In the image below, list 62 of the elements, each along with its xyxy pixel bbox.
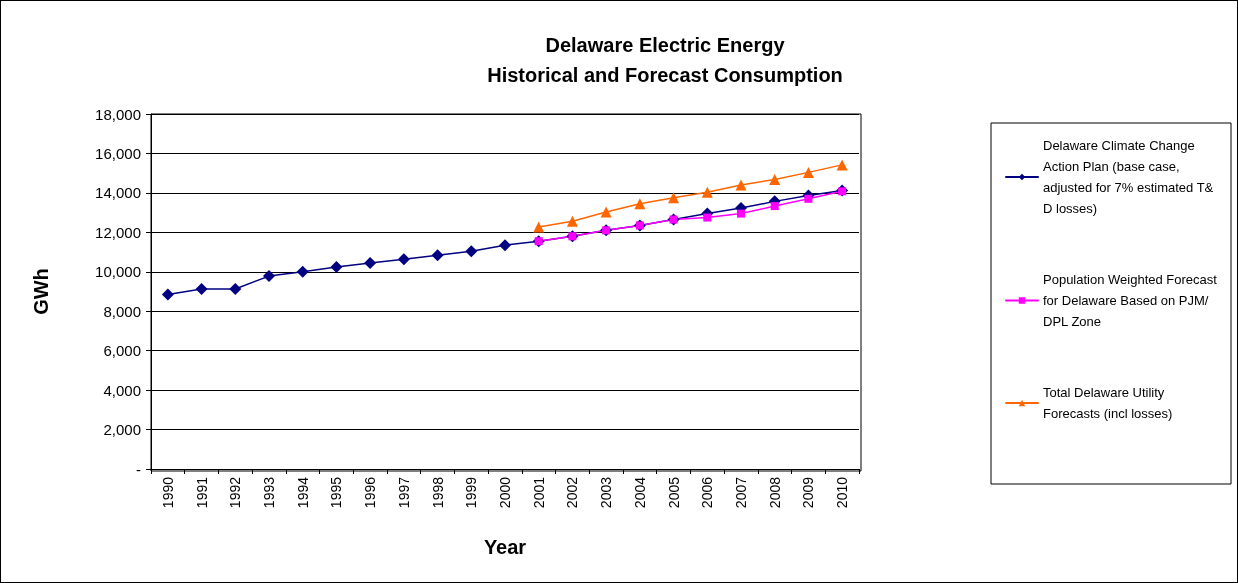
x-tick-label: 2000 bbox=[497, 476, 513, 509]
point bbox=[703, 213, 712, 222]
x-tick-label: 2003 bbox=[598, 476, 615, 509]
point bbox=[465, 245, 478, 258]
point bbox=[431, 249, 444, 262]
x-tick-label: 2008 bbox=[766, 476, 783, 509]
x-tick-label: 2007 bbox=[733, 476, 749, 509]
x-tick-label: 1999 bbox=[463, 476, 480, 509]
point bbox=[634, 198, 646, 210]
x-tick-label: 1990 bbox=[159, 476, 176, 509]
x-tick-label: 1998 bbox=[429, 476, 446, 509]
point bbox=[737, 209, 745, 218]
y-tick-label: - bbox=[136, 460, 141, 478]
x-axis-title: Year bbox=[483, 536, 527, 558]
x-tick-label: 1994 bbox=[294, 476, 311, 509]
point bbox=[769, 173, 781, 185]
y-tick-label: 16,000 bbox=[95, 144, 141, 162]
x-tick-label: 1995 bbox=[328, 476, 345, 509]
point bbox=[499, 239, 511, 252]
x-tick-label: 2005 bbox=[665, 476, 682, 509]
point bbox=[668, 192, 680, 204]
y-tick-label: 14,000 bbox=[95, 184, 141, 202]
chart-title: Delaware Electric Energy Historical and Forecast Consumption bbox=[487, 34, 843, 86]
point bbox=[836, 159, 848, 171]
x-tick-label: 1992 bbox=[227, 476, 244, 509]
y-tick-label: 18,000 bbox=[95, 105, 141, 123]
x-tick-label: 1997 bbox=[395, 476, 412, 509]
x-tick-label: 2009 bbox=[800, 476, 817, 509]
x-tick-label: 1993 bbox=[261, 476, 277, 509]
point bbox=[735, 179, 747, 191]
point bbox=[600, 206, 612, 218]
y-tick-label: 12,000 bbox=[95, 223, 141, 241]
point bbox=[802, 166, 814, 178]
point bbox=[397, 253, 410, 266]
x-tick-label: 2001 bbox=[530, 476, 547, 509]
y-tick-label: 8,000 bbox=[103, 302, 141, 320]
legend-label: Delaware Climate Change Action Plan (base case, adjusted for 7% estimated T&D losses) bbox=[1043, 138, 1214, 216]
legend-label: Total Delaware Utility Forecasts (incl losses) bbox=[1043, 385, 1173, 421]
point bbox=[229, 282, 242, 295]
y-tick-label: 6,000 bbox=[103, 342, 141, 360]
point bbox=[364, 257, 377, 270]
y-tick-label: 4,000 bbox=[103, 381, 141, 399]
x-tick-label: 1996 bbox=[362, 476, 379, 509]
point bbox=[330, 261, 343, 274]
point bbox=[161, 288, 174, 301]
y-tick-label: 2,000 bbox=[103, 421, 141, 439]
point bbox=[263, 270, 275, 283]
x-tick-label: 2002 bbox=[564, 476, 581, 509]
point bbox=[296, 265, 309, 278]
point bbox=[533, 221, 545, 233]
x-tick-label: 2006 bbox=[699, 476, 716, 509]
x-tick-label: 1991 bbox=[193, 476, 210, 509]
point bbox=[701, 186, 713, 198]
point bbox=[566, 215, 578, 227]
point bbox=[195, 282, 208, 295]
y-tick-label: 10,000 bbox=[95, 263, 141, 281]
point bbox=[804, 194, 813, 203]
x-tick-label: 2004 bbox=[631, 476, 648, 509]
point bbox=[770, 202, 779, 211]
x-tick-label: 2010 bbox=[834, 476, 851, 509]
legend-label: Population Weighted Forecast for Delaware Based on PJM/DPL Zone bbox=[1043, 272, 1221, 329]
y-axis-title: GWh bbox=[30, 268, 52, 315]
